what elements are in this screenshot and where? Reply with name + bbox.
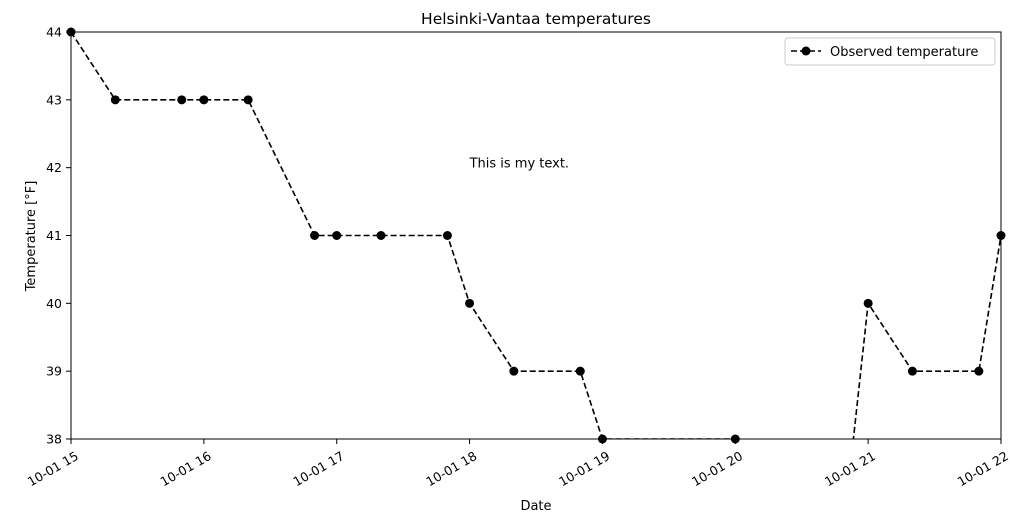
legend-frame — [784, 37, 996, 66]
x-tick-label: 10-01 17 — [290, 448, 346, 489]
y-tick-label: 38 — [46, 432, 62, 447]
y-tick-label: 40 — [46, 296, 62, 311]
x-tick-label: 10-01 16 — [158, 448, 214, 489]
y-tick-label: 39 — [46, 364, 62, 379]
data-point — [177, 95, 187, 105]
x-tick-label: 10-01 19 — [556, 448, 612, 489]
data-point — [243, 95, 253, 105]
y-axis-ticks: 38 39 40 41 42 43 44 — [46, 25, 71, 447]
data-point — [907, 366, 917, 376]
data-point — [332, 231, 342, 240]
x-tick-label: 10-01 21 — [822, 448, 878, 489]
x-axis-ticks: 10-01 15 10-01 16 10-01 17 10-01 18 10-01 19… — [25, 439, 1010, 489]
y-tick-label: 42 — [46, 160, 62, 175]
data-point — [575, 366, 585, 376]
data-point — [199, 95, 209, 105]
y-tick-label: 41 — [46, 228, 62, 243]
legend-label: Observed temperature — [830, 45, 978, 60]
y-tick-label: 44 — [46, 25, 62, 40]
y-axis-label: Temperature [°F] — [24, 181, 39, 293]
x-tick-label: 10-01 18 — [423, 448, 479, 489]
x-tick-label: 10-01 15 — [25, 448, 81, 489]
data-points — [66, 27, 1006, 444]
chart-title: Helsinki-Vantaa temperatures — [421, 10, 651, 28]
annotation-text: This is my text. — [469, 157, 569, 172]
data-point — [974, 366, 984, 376]
y-tick-label: 43 — [46, 92, 62, 107]
plot-frame — [70, 31, 1002, 440]
data-point — [509, 366, 519, 376]
data-point — [863, 298, 873, 308]
x-axis-label: Date — [520, 499, 551, 514]
x-tick-label: 10-01 22 — [955, 448, 1010, 489]
data-point — [110, 95, 120, 105]
data-point — [442, 231, 452, 240]
data-point — [310, 231, 320, 240]
legend-marker — [801, 46, 811, 56]
data-point — [465, 298, 475, 308]
legend: Observed temperature — [784, 37, 996, 66]
series-line-observed-temperature — [71, 32, 1001, 439]
data-point — [376, 231, 386, 240]
x-tick-label: 10-01 20 — [689, 448, 745, 489]
